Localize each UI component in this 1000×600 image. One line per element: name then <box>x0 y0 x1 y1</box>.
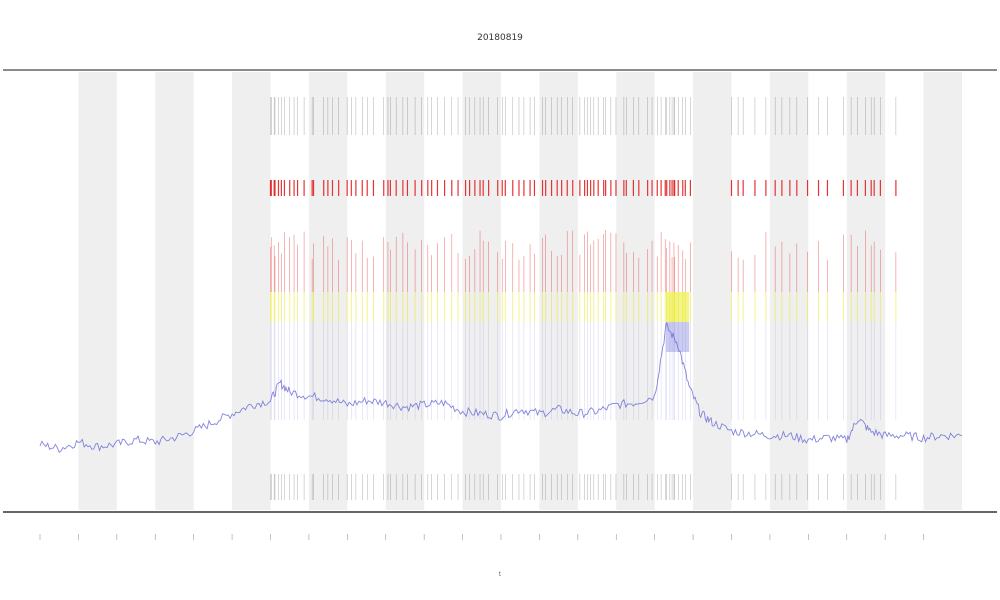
series-line-layer <box>39 322 963 453</box>
band-15 <box>616 72 655 510</box>
series-line-0 <box>39 322 963 453</box>
band-23 <box>923 72 962 510</box>
band-9 <box>385 72 425 510</box>
shaded-bands <box>78 72 962 510</box>
band-5 <box>232 72 271 510</box>
x-ticks <box>39 534 924 540</box>
chart-title: 20180819 <box>477 33 523 43</box>
peak-block <box>666 292 690 352</box>
band-13 <box>539 72 578 510</box>
band-21 <box>846 72 886 510</box>
peak-yellow <box>666 292 690 322</box>
band-1 <box>78 72 117 510</box>
band-11 <box>462 72 501 510</box>
activity-columns <box>269 97 897 500</box>
band-19 <box>769 72 809 510</box>
x-axis-label: t <box>499 571 502 578</box>
peak-blue <box>666 322 690 352</box>
band-17 <box>693 72 732 510</box>
band-3 <box>155 72 194 510</box>
